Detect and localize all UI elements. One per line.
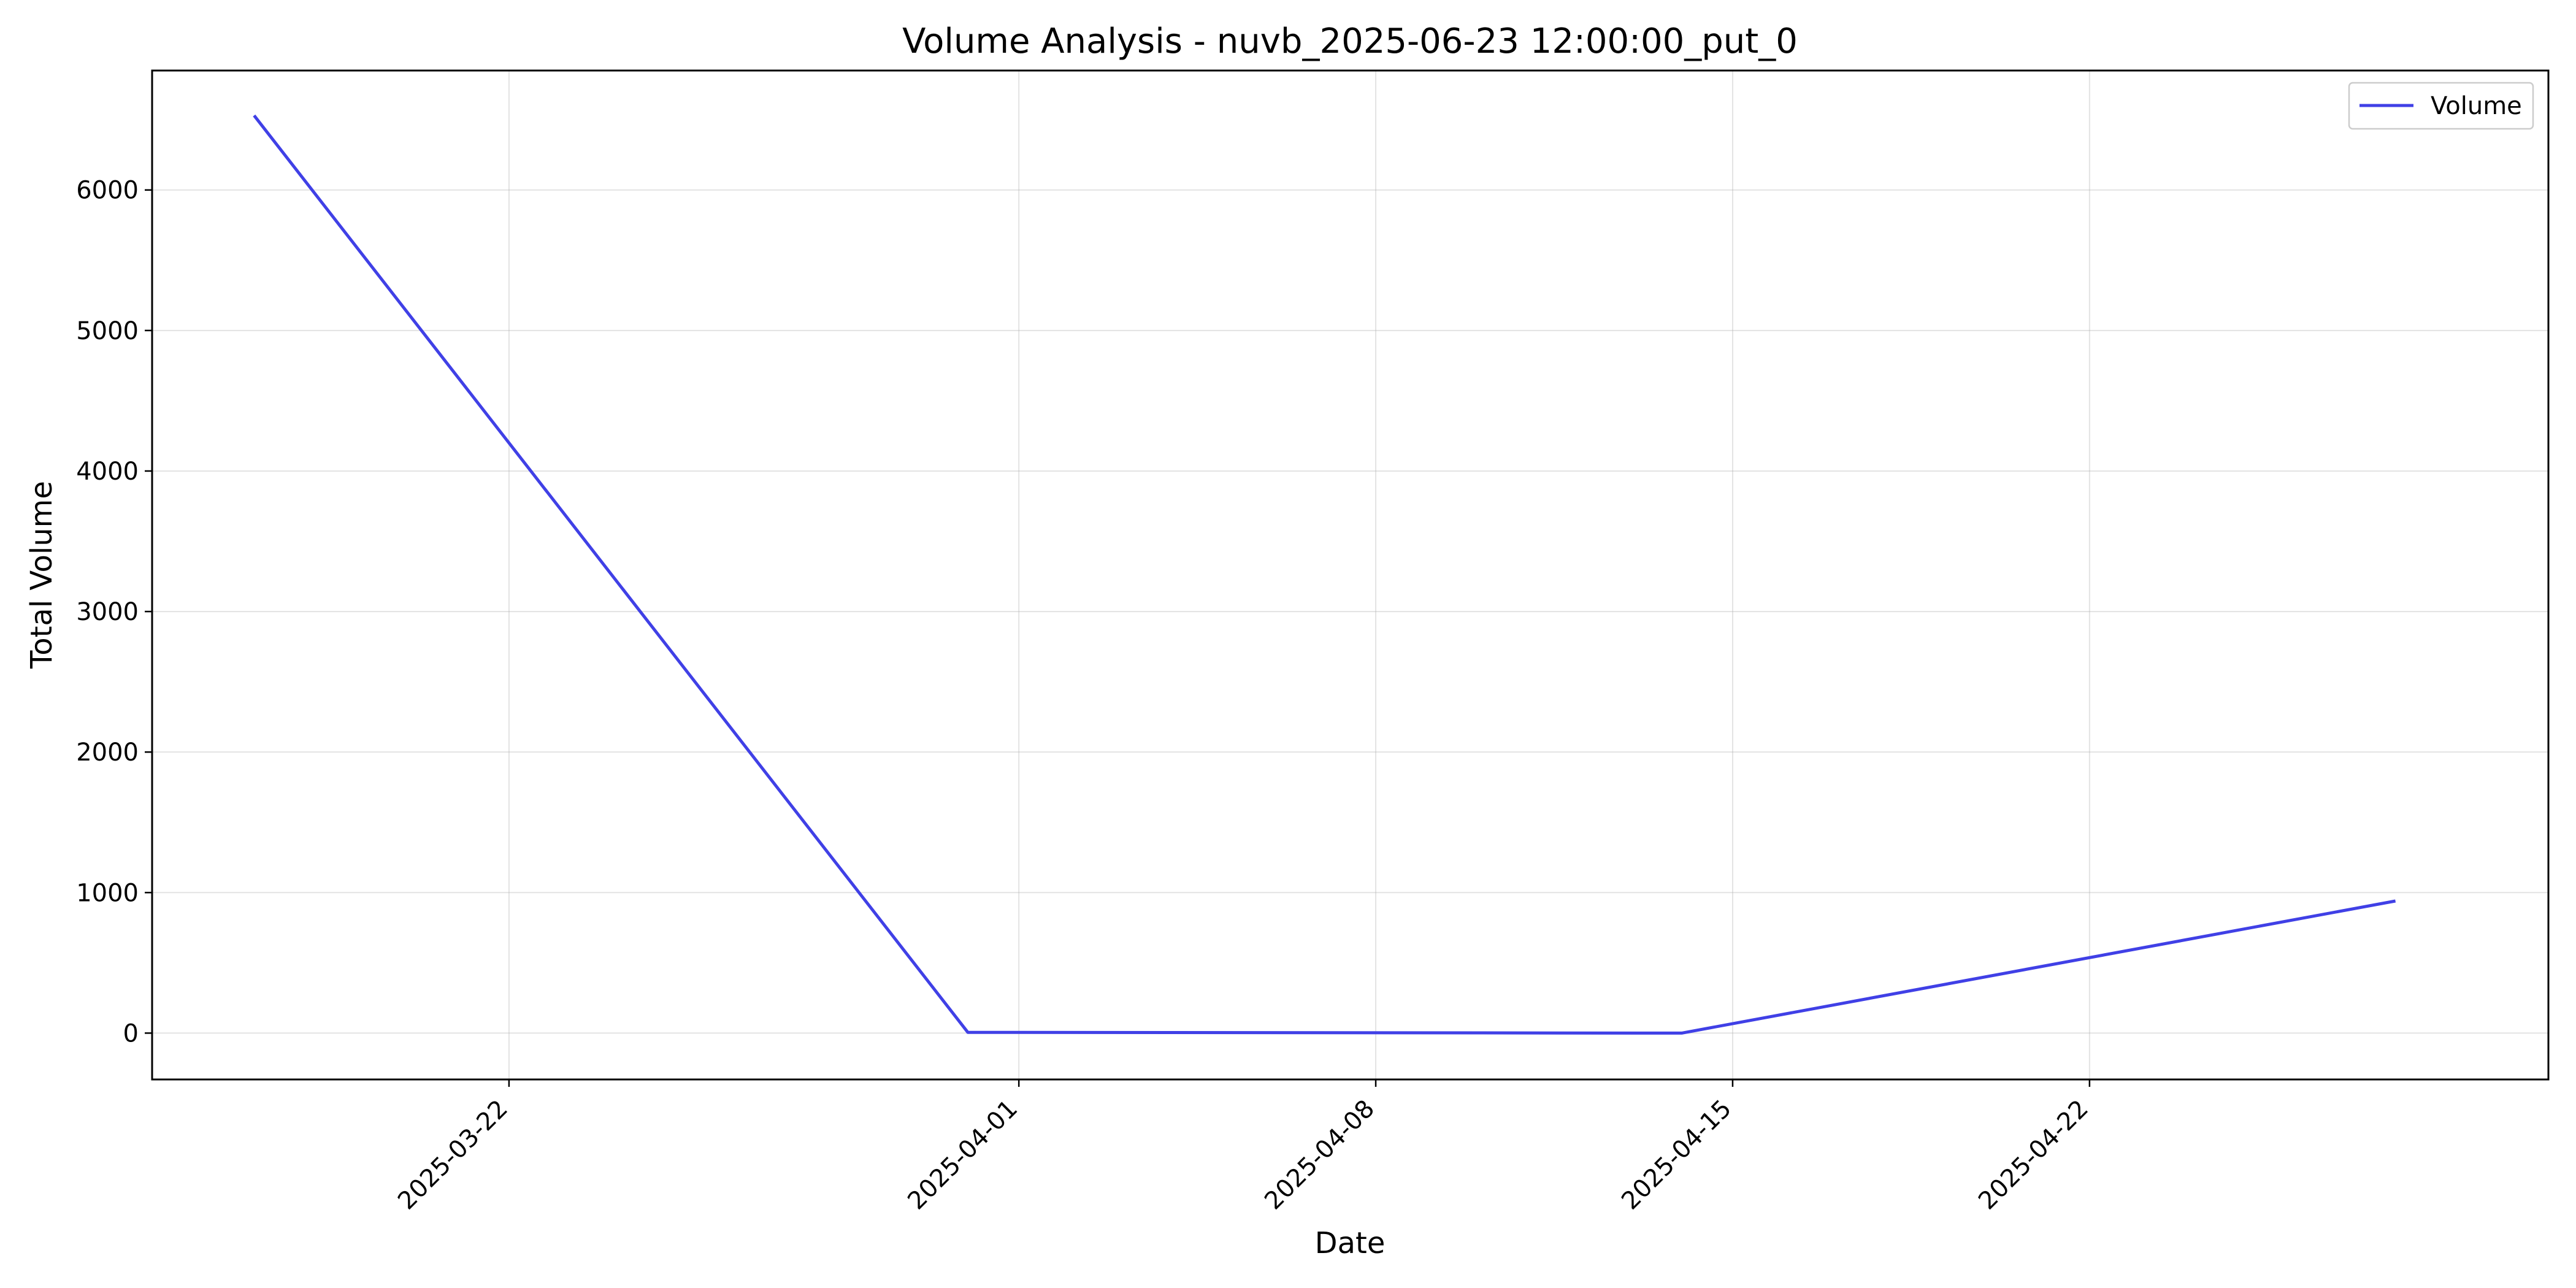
series-layer	[253, 114, 2396, 1035]
y-tick-label: 3000	[76, 598, 139, 626]
y-axis-label: Total Volume	[25, 481, 59, 669]
plot-frame	[151, 69, 2550, 1081]
y-tick-label: 0	[123, 1019, 139, 1048]
y-tick-label: 4000	[76, 458, 139, 486]
legend-label-volume: Volume	[2431, 92, 2522, 120]
y-tick-label: 2000	[76, 738, 139, 767]
legend-box	[2348, 82, 2534, 130]
series-line-volume	[253, 114, 2396, 1035]
y-axis-ticks: 0 1000 2000 3000 4000 5000 6000	[76, 177, 152, 1048]
y-tick-label: 6000	[76, 177, 139, 205]
chart-title: Volume Analysis - nuvb_2025-06-23 12:00:…	[902, 21, 1798, 61]
legend: Volume	[2348, 82, 2534, 130]
x-axis-label: Date	[1315, 1226, 1386, 1260]
y-tick-label: 5000	[76, 317, 139, 345]
y-tick-label: 1000	[76, 879, 139, 907]
